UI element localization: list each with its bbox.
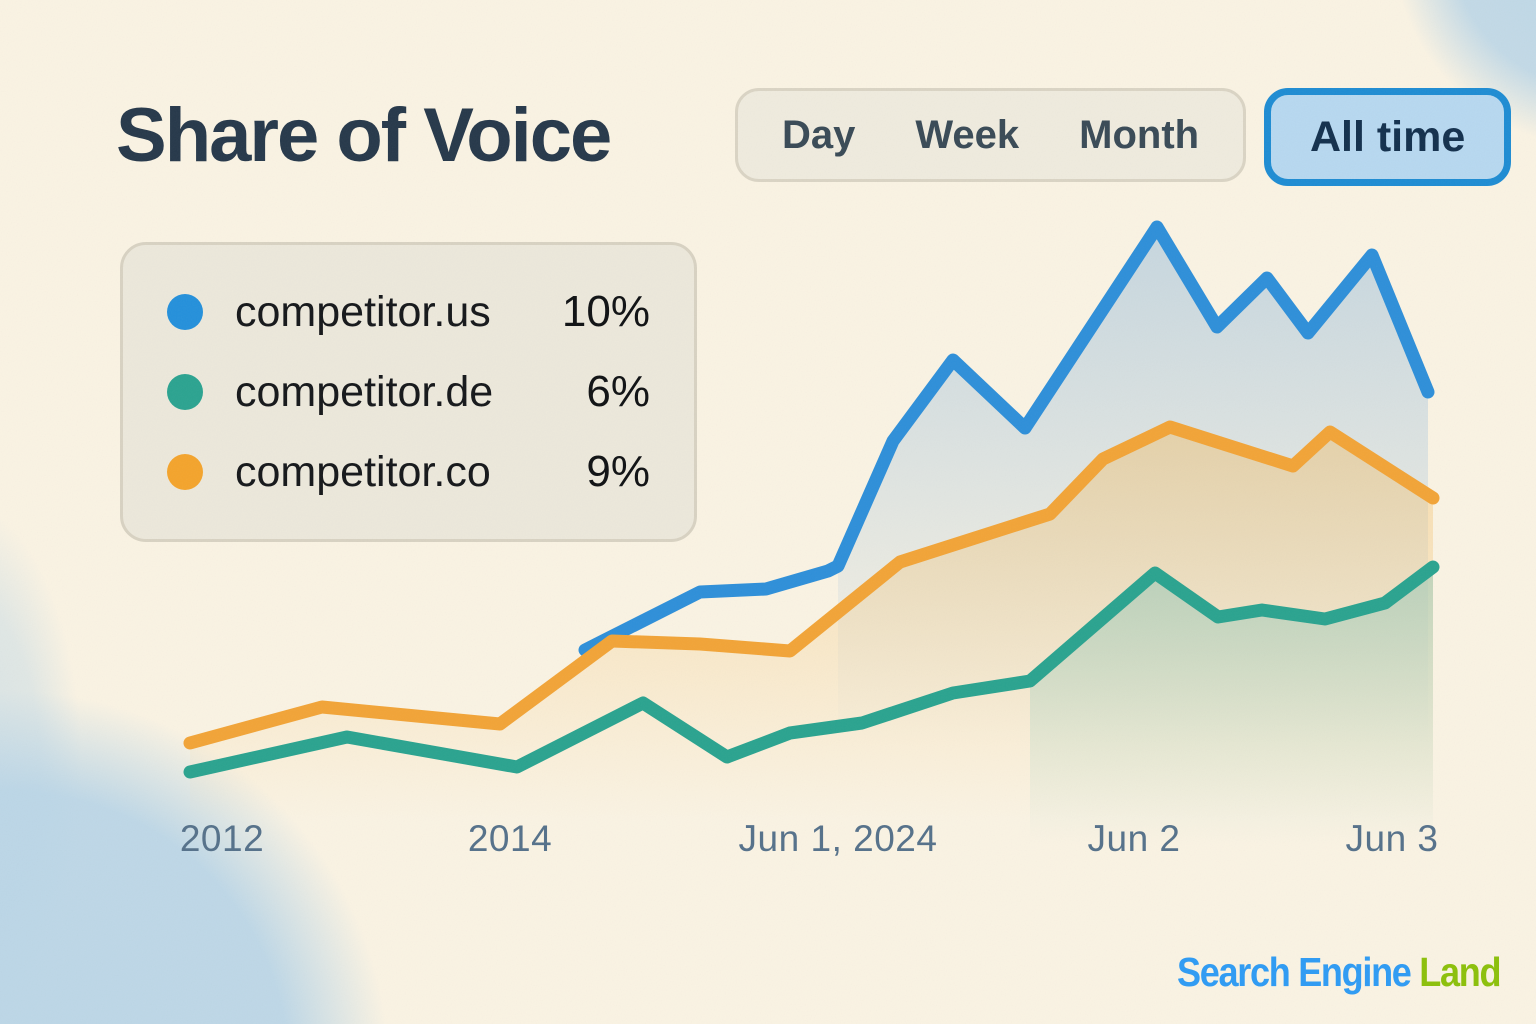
tab-all-time[interactable]: All time xyxy=(1264,88,1512,186)
legend-value: 10% xyxy=(561,287,650,336)
legend-item-competitor-de[interactable]: competitor.de 6% xyxy=(167,367,650,417)
legend-dot-blue-icon xyxy=(167,294,203,330)
tab-month[interactable]: Month xyxy=(1079,112,1200,157)
brand-logo: Search Engine Land xyxy=(1176,949,1501,996)
x-tick-jun3: Jun 3 xyxy=(1345,818,1439,859)
legend-item-competitor-us[interactable]: competitor.us 10% xyxy=(167,287,650,337)
x-tick-2014: 2014 xyxy=(467,818,553,859)
legend-label: competitor.co xyxy=(235,447,491,496)
legend-dot-orange-icon xyxy=(167,454,203,490)
brand-logo-land: Land xyxy=(1419,949,1501,995)
legend-label: competitor.us xyxy=(235,287,491,336)
x-tick-jun2: Jun 2 xyxy=(1087,818,1181,859)
time-range-pill: Day Week Month xyxy=(735,88,1247,182)
brand-logo-search-engine: Search Engine xyxy=(1176,949,1412,995)
tab-week[interactable]: Week xyxy=(915,112,1020,157)
legend-value: 9% xyxy=(586,447,650,496)
time-range-selector: Day Week Month All time xyxy=(735,88,1512,186)
x-tick-2012: 2012 xyxy=(179,818,265,859)
legend-item-competitor-co[interactable]: competitor.co 9% xyxy=(167,447,650,497)
legend-dot-teal-icon xyxy=(167,374,203,410)
tab-day[interactable]: Day xyxy=(782,112,856,157)
x-tick-jun1-2024: Jun 1, 2024 xyxy=(738,818,938,859)
page-title: Share of Voice xyxy=(116,93,612,178)
legend-value: 6% xyxy=(586,367,650,416)
legend-card: competitor.us 10% competitor.de 6% compe… xyxy=(120,242,697,542)
legend-label: competitor.de xyxy=(235,367,494,416)
